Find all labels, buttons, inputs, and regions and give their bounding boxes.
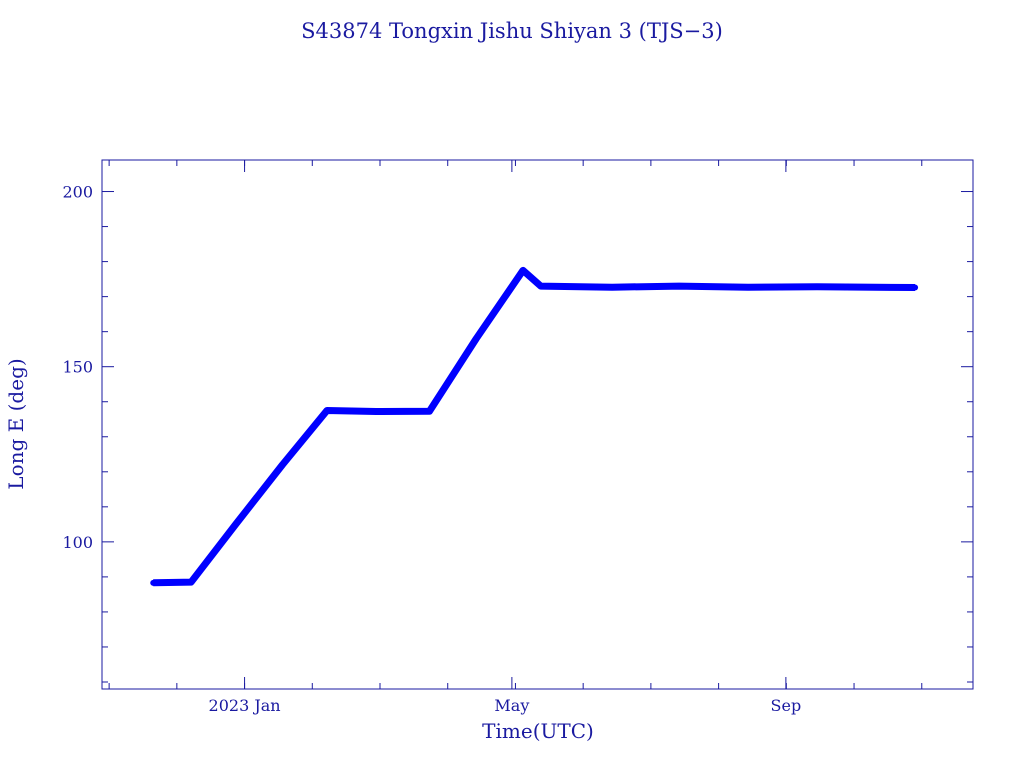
data-points (150, 267, 919, 586)
data-point (372, 408, 379, 415)
y-tick-label: 200 (62, 183, 93, 202)
data-point (150, 579, 157, 586)
data-point (609, 284, 616, 291)
x-tick-label: 2023 Jan (209, 696, 281, 715)
x-tick-label: Sep (771, 696, 802, 715)
data-point (745, 284, 752, 291)
chart-title: S43874 Tongxin Jishu Shiyan 3 (TJS−3) (301, 19, 723, 43)
y-tick-label: 150 (62, 358, 93, 377)
series-line (153, 266, 916, 587)
data-point (473, 335, 480, 342)
data-point (814, 283, 821, 290)
data-point (912, 284, 919, 291)
data-point (537, 283, 544, 290)
data-point (279, 461, 286, 468)
tick-marks (102, 160, 973, 689)
data-point (426, 408, 433, 415)
y-tick-labels: 100 150 200 (62, 183, 93, 552)
y-tick-label: 100 (62, 533, 93, 552)
data-point (188, 579, 195, 586)
data-point (323, 407, 330, 414)
x-tick-labels: 2023 Jan May Sep (209, 696, 802, 715)
data-point (232, 521, 239, 528)
data-point (520, 267, 527, 274)
data-point (675, 283, 682, 290)
x-axis-label: Time(UTC) (482, 719, 594, 743)
y-axis-label: Long E (deg) (4, 358, 28, 489)
x-tick-label: May (494, 696, 529, 715)
plot-frame (101, 159, 974, 690)
